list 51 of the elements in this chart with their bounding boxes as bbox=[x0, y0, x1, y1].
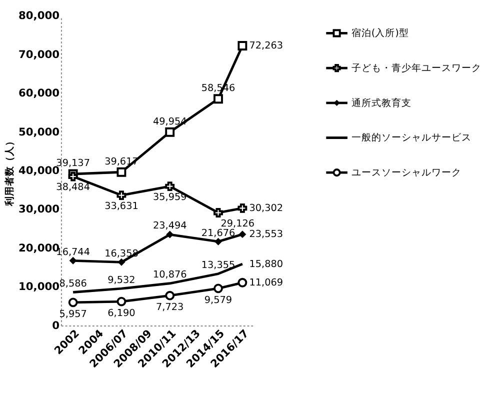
data-label: 33,631 bbox=[104, 200, 138, 212]
point bbox=[238, 41, 248, 50]
point bbox=[165, 127, 175, 137]
y-tick-label: 60,000 bbox=[18, 86, 60, 100]
y-tick-label: 0 bbox=[52, 318, 60, 332]
legend-label: 通所式教育支 bbox=[351, 96, 412, 109]
data-label: 13,355 bbox=[201, 260, 236, 271]
point bbox=[214, 238, 222, 246]
y-tick-label: 70,000 bbox=[18, 48, 60, 61]
data-label: 29,126 bbox=[220, 218, 254, 230]
point bbox=[68, 298, 78, 308]
data-label: 72,263 bbox=[249, 40, 284, 52]
point bbox=[116, 296, 126, 306]
point bbox=[166, 230, 174, 238]
legend-label: ユースソーシャルワーク bbox=[351, 167, 462, 178]
point bbox=[69, 256, 77, 264]
data-label: 21,676 bbox=[201, 228, 236, 239]
point bbox=[214, 94, 223, 104]
legend-label: 宿泊(入所)型 bbox=[351, 27, 409, 40]
point bbox=[238, 278, 248, 288]
y-tick-label: 50,000 bbox=[18, 125, 60, 138]
point bbox=[116, 190, 126, 200]
point bbox=[238, 203, 248, 213]
point bbox=[118, 258, 126, 266]
data-label: 38,484 bbox=[56, 182, 90, 194]
point bbox=[214, 208, 223, 218]
point bbox=[68, 172, 78, 182]
point bbox=[165, 182, 175, 192]
point bbox=[238, 230, 246, 238]
y-tick-label: 10,000 bbox=[18, 280, 60, 294]
data-label: 9,579 bbox=[204, 294, 232, 306]
point bbox=[165, 290, 175, 300]
legend-label: 一般的ソーシャルサービス bbox=[351, 132, 472, 144]
data-label: 30,302 bbox=[249, 203, 284, 214]
data-label: 11,069 bbox=[249, 278, 284, 289]
data-label: 7,723 bbox=[156, 302, 184, 314]
data-label: 5,957 bbox=[59, 308, 87, 320]
data-label: 8,586 bbox=[59, 278, 87, 290]
legend-label: 子ども・青少年ユースワーク bbox=[351, 62, 481, 74]
y-tick-label: 30,000 bbox=[18, 202, 60, 216]
data-label: 10,876 bbox=[152, 270, 187, 281]
data-label: 15,880 bbox=[249, 258, 284, 270]
data-label: 23,553 bbox=[249, 229, 284, 240]
data-label: 6,190 bbox=[108, 308, 136, 320]
data-label: 9,532 bbox=[108, 274, 136, 286]
y-tick-label: 80,000 bbox=[18, 9, 60, 22]
data-label: 23,494 bbox=[152, 220, 187, 232]
point bbox=[116, 167, 126, 177]
y-axis-title: 利用者数（人） bbox=[4, 136, 16, 208]
y-tick-label: 40,000 bbox=[18, 164, 60, 178]
point bbox=[214, 284, 223, 294]
